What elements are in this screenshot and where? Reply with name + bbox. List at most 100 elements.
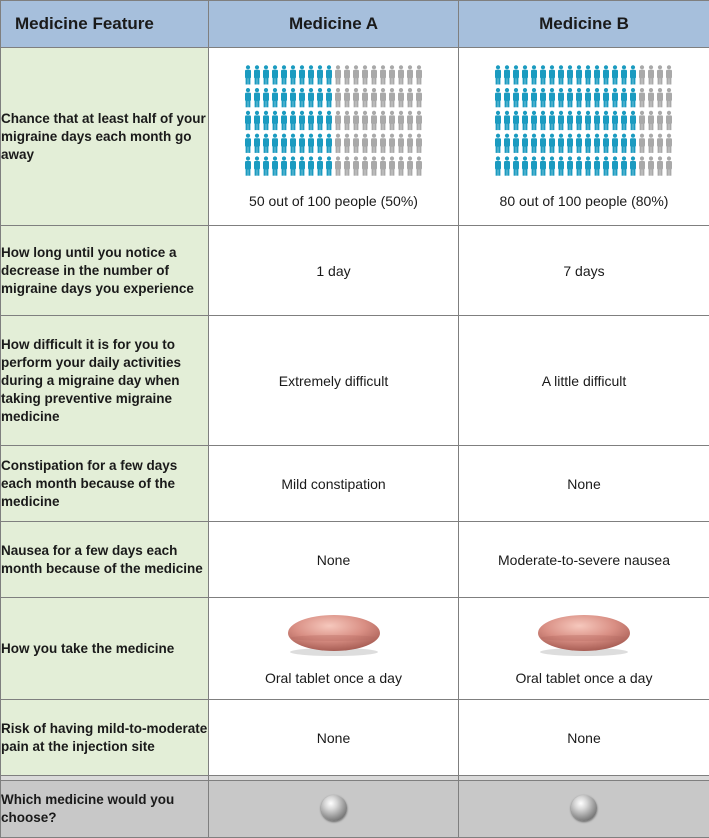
person-icon <box>343 64 350 84</box>
person-icon <box>531 64 537 84</box>
administration-b-text: Oral tablet once a day <box>515 669 653 686</box>
person-icon <box>594 110 600 130</box>
person-icon <box>388 133 395 153</box>
icon-array-b <box>495 64 672 176</box>
person-icon <box>316 110 323 130</box>
person-icon <box>379 87 386 107</box>
person-icon <box>334 155 341 176</box>
person-icon <box>415 110 422 130</box>
person-icon <box>334 133 341 153</box>
person-icon <box>397 64 404 84</box>
row-administration: How you take the medicine Oral tablet on… <box>0 597 709 700</box>
person-icon <box>567 87 573 107</box>
person-icon <box>325 155 332 176</box>
person-icon <box>406 155 413 176</box>
person-icon <box>666 155 672 176</box>
person-icon <box>307 133 314 153</box>
person-icon <box>298 64 305 84</box>
person-icon <box>531 155 537 176</box>
person-icon <box>280 87 287 107</box>
effectiveness-b: 80 out of 100 people (80%) <box>458 47 709 226</box>
person-icon <box>361 133 368 153</box>
person-icon <box>567 110 573 130</box>
person-icon <box>379 155 386 176</box>
person-icon <box>558 87 564 107</box>
person-icon <box>325 110 332 130</box>
person-icon <box>379 64 386 84</box>
person-icon <box>262 155 269 176</box>
row-choice: Which medicine would you choose? <box>0 780 709 838</box>
person-icon <box>316 133 323 153</box>
person-icon <box>558 110 564 130</box>
person-icon <box>648 155 654 176</box>
person-icon <box>415 87 422 107</box>
person-icon <box>549 155 555 176</box>
person-icon <box>603 133 609 153</box>
row-constipation: Constipation for a few days each month b… <box>0 445 709 522</box>
person-icon <box>388 110 395 130</box>
person-icon <box>558 155 564 176</box>
person-icon <box>406 87 413 107</box>
person-icon <box>504 155 510 176</box>
person-icon <box>630 155 636 176</box>
person-icon <box>576 155 582 176</box>
person-icon <box>271 155 278 176</box>
person-icon <box>370 87 377 107</box>
person-icon <box>495 64 501 84</box>
person-icon <box>406 133 413 153</box>
person-icon <box>325 87 332 107</box>
person-icon <box>370 110 377 130</box>
feature-label: How difficult it is for you to perform y… <box>0 315 209 446</box>
person-icon <box>585 87 591 107</box>
person-icon <box>612 110 618 130</box>
feature-label: Constipation for a few days each month b… <box>0 445 209 522</box>
person-icon <box>585 110 591 130</box>
administration-a-text: Oral tablet once a day <box>265 669 402 686</box>
choose-medicine-a-radio[interactable] <box>320 794 347 821</box>
person-icon <box>406 64 413 84</box>
effectiveness-a-text: 50 out of 100 people (50%) <box>249 192 418 209</box>
person-icon <box>244 64 251 84</box>
person-icon <box>361 155 368 176</box>
person-icon <box>352 64 359 84</box>
person-icon <box>648 64 654 84</box>
person-icon <box>513 64 519 84</box>
person-icon <box>388 64 395 84</box>
person-icon <box>504 133 510 153</box>
person-icon <box>298 155 305 176</box>
person-icon <box>558 64 564 84</box>
person-icon <box>666 87 672 107</box>
person-icon <box>280 133 287 153</box>
person-icon <box>585 64 591 84</box>
person-icon <box>531 87 537 107</box>
person-icon <box>549 87 555 107</box>
person-icon <box>253 64 260 84</box>
person-icon <box>603 87 609 107</box>
choice-b <box>458 780 709 838</box>
person-icon <box>576 87 582 107</box>
value-a: None <box>208 521 459 598</box>
person-icon <box>567 133 573 153</box>
person-icon <box>657 64 663 84</box>
person-icon <box>253 110 260 130</box>
person-icon <box>280 64 287 84</box>
person-icon <box>639 64 645 84</box>
header-feature: Medicine Feature <box>0 0 209 48</box>
effectiveness-a: 50 out of 100 people (50%) <box>208 47 459 226</box>
person-icon <box>549 133 555 153</box>
feature-label: How you take the medicine <box>0 597 209 700</box>
person-icon <box>504 110 510 130</box>
person-icon <box>540 87 546 107</box>
person-icon <box>343 87 350 107</box>
person-icon <box>648 87 654 107</box>
person-icon <box>352 133 359 153</box>
choose-medicine-b-radio[interactable] <box>571 794 597 821</box>
value-b: Moderate-to-severe nausea <box>458 521 709 598</box>
administration-b: Oral tablet once a day <box>458 597 709 700</box>
person-icon <box>540 110 546 130</box>
person-icon <box>298 110 305 130</box>
person-icon <box>262 133 269 153</box>
person-icon <box>415 64 422 84</box>
person-icon <box>540 155 546 176</box>
